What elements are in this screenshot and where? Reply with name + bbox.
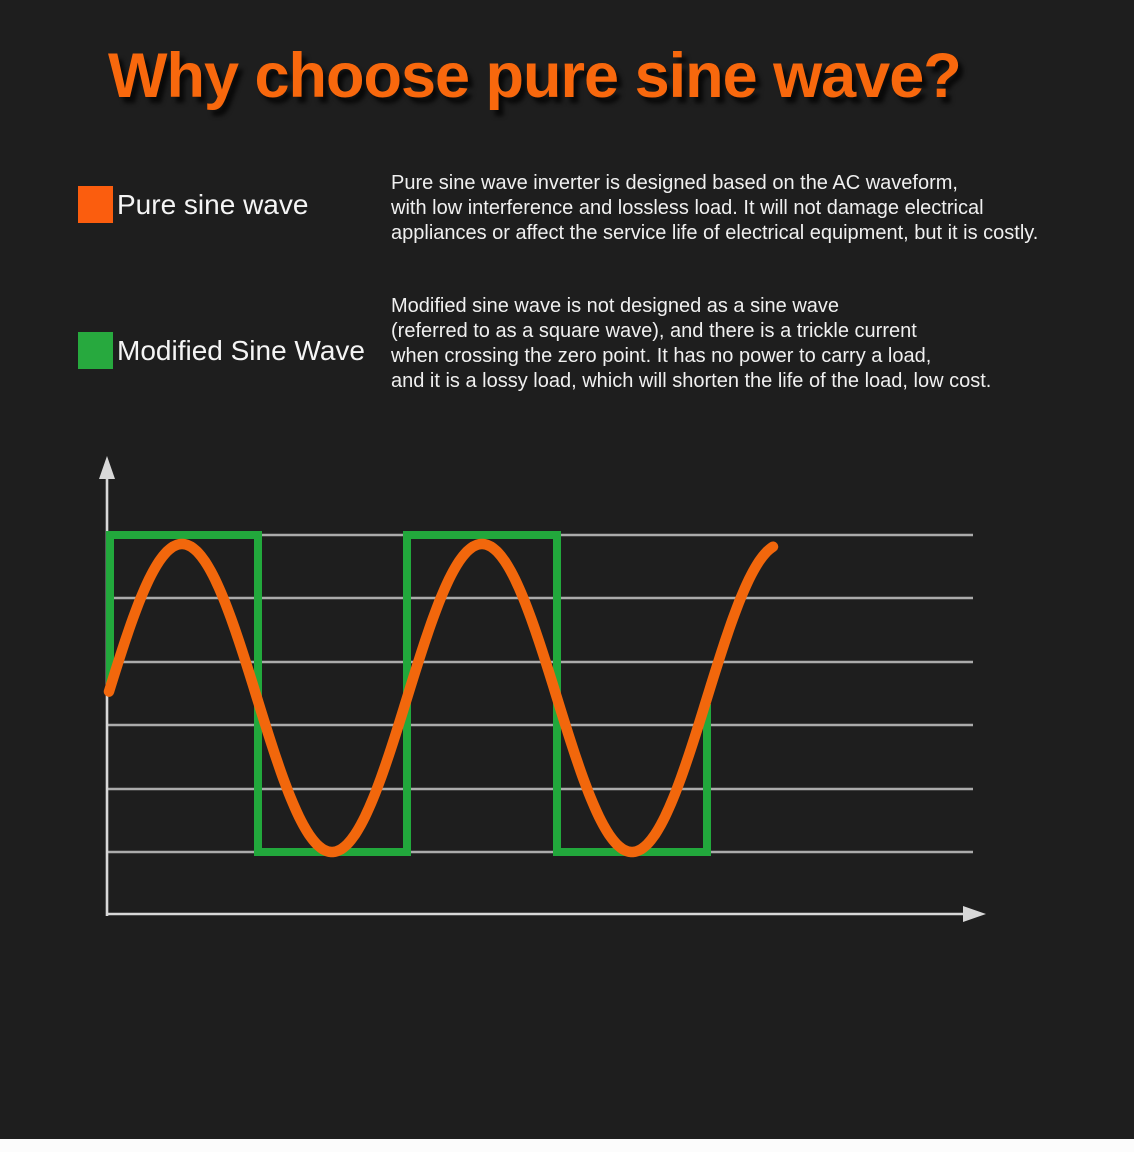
modified-sine-wave-swatch-icon	[78, 332, 113, 369]
legend-label-pure-sine: Pure sine wave	[117, 188, 309, 220]
bottom-edge-bar	[0, 1139, 1134, 1152]
page-title: Why choose pure sine wave?	[108, 41, 962, 111]
pure-sine-wave-line	[103, 538, 779, 858]
y-axis-arrow-icon	[99, 456, 115, 479]
pure-sine-wave-swatch-icon	[78, 186, 113, 223]
legend-item-modified-sine: Modified Sine Wave	[78, 332, 365, 369]
legend-item-pure-sine: Pure sine wave	[78, 186, 308, 223]
x-axis-arrow-icon	[963, 906, 986, 922]
pure-sine-wave-description: Pure sine wave inverter is designed base…	[391, 172, 1039, 244]
legend-label-modified-sine: Modified Sine Wave	[117, 334, 365, 366]
modified-sine-wave-description: Modified sine wave is not designed as a …	[391, 295, 992, 392]
